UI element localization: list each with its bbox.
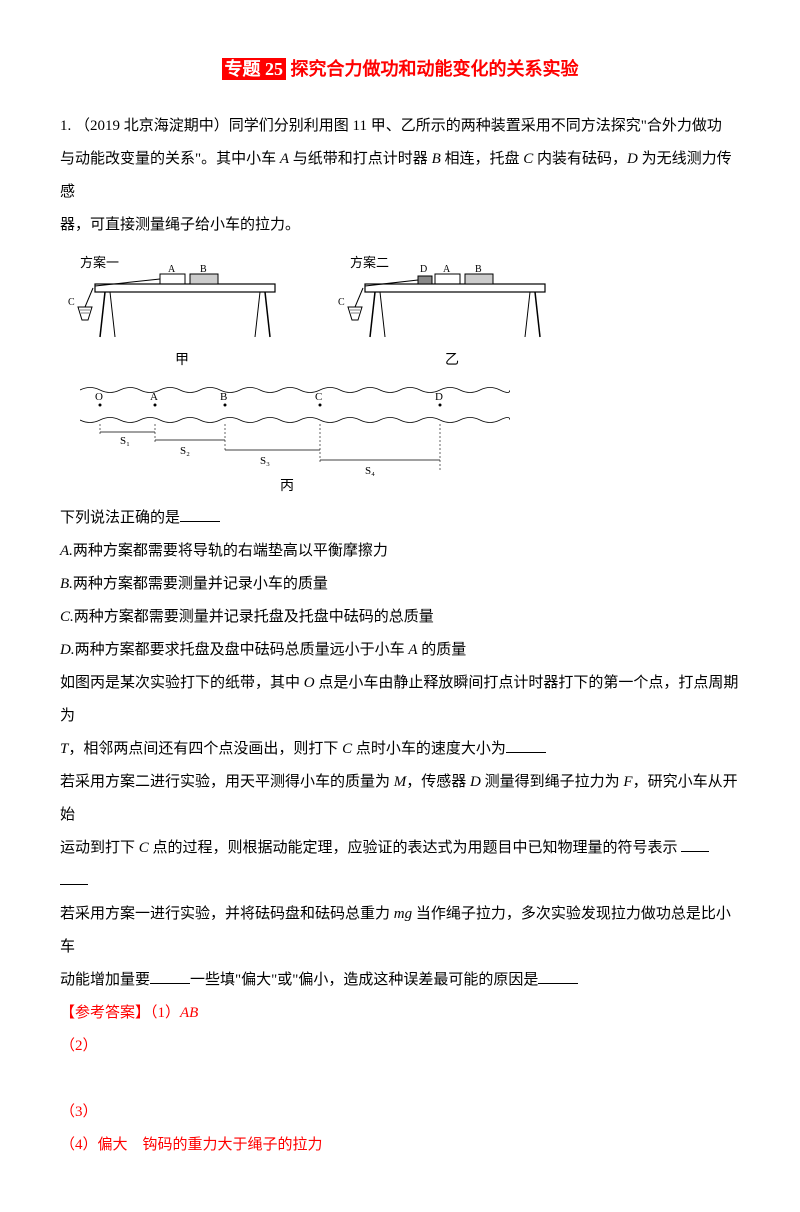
prompt1: 下列说法正确的是 — [60, 502, 740, 535]
svg-text:C: C — [315, 391, 322, 403]
answer-3: （3） — [60, 1096, 740, 1129]
diagram-scheme1: 方案一 A B C 甲 — [60, 252, 290, 372]
svg-text:D: D — [435, 391, 443, 403]
answer-1: 【参考答案】（1）AB — [60, 997, 740, 1030]
p2-line1: 如图丙是某次实验打下的纸带，其中 O 点是小车由静止释放瞬间打点计时器打下的第一… — [60, 667, 740, 733]
svg-text:丙: 丙 — [280, 479, 294, 492]
svg-text:方案二: 方案二 — [350, 255, 389, 270]
svg-text:A: A — [443, 264, 451, 275]
diagram-scheme2: 方案二 D A B C 乙 — [330, 252, 560, 372]
p3-line1: 若采用方案二进行实验，用天平测得小车的质量为 M，传感器 D 测量得到绳子拉力为… — [60, 766, 740, 832]
p3-line2: 运动到打下 C 点的过程，则根据动能定理，应验证的表达式为用题目中已知物理量的符… — [60, 832, 740, 865]
svg-text:O: O — [95, 391, 103, 403]
svg-text:C: C — [338, 297, 345, 308]
svg-text:S₂: S₂ — [180, 445, 190, 457]
svg-text:方案一: 方案一 — [80, 255, 119, 270]
p4-line2: 动能增加量要一些填"偏大"或"偏小，造成这种误差最可能的原因是 — [60, 964, 740, 997]
svg-text:B: B — [475, 264, 482, 275]
p4-line1: 若采用方案一进行实验，并将砝码盘和砝码总重力 mg 当作绳子拉力，多次实验发现拉… — [60, 898, 740, 964]
svg-text:C: C — [68, 297, 75, 308]
svg-text:S₄: S₄ — [365, 465, 375, 477]
svg-text:S₁: S₁ — [120, 435, 130, 447]
title-rest: 探究合力做功和动能变化的关系实验 — [286, 59, 579, 79]
q1-line2: 与动能改变量的关系"。其中小车 A 与纸带和打点计时器 B 相连，托盘 C 内装… — [60, 143, 740, 209]
svg-text:甲: 甲 — [175, 353, 189, 368]
answer-2-blank — [60, 1063, 740, 1096]
svg-text:A: A — [150, 391, 158, 403]
svg-text:S₃: S₃ — [260, 455, 270, 467]
title-highlight: 专题 25 — [222, 58, 287, 80]
svg-text:B: B — [200, 264, 207, 275]
option-a: A.两种方案都需要将导轨的右端垫高以平衡摩擦力 — [60, 535, 740, 568]
svg-text:乙: 乙 — [445, 352, 459, 368]
q1-line1: 1. （2019 北京海淀期中）同学们分别利用图 11 甲、乙所示的两种装置采用… — [60, 110, 740, 143]
option-c: C.两种方案都需要测量并记录托盘及托盘中砝码的总质量 — [60, 601, 740, 634]
svg-text:D: D — [420, 264, 427, 275]
diagram-row: 方案一 A B C 甲 方案二 — [60, 252, 740, 372]
p2-line2: T，相邻两点间还有四个点没画出，则打下 C 点时小车的速度大小为 — [60, 733, 740, 766]
q1-line3: 器，可直接测量绳子给小车的拉力。 — [60, 209, 740, 242]
option-b: B.两种方案都需要测量并记录小车的质量 — [60, 568, 740, 601]
svg-text:B: B — [220, 391, 227, 403]
page-title: 专题 25 探究合力做功和动能变化的关系实验 — [60, 50, 740, 90]
option-d: D.两种方案都要求托盘及盘中砝码总质量远小于小车 A 的质量 — [60, 634, 740, 667]
p3-line3 — [60, 865, 740, 898]
answer-4: （4）偏大 钩码的重力大于绳子的拉力 — [60, 1129, 740, 1162]
answer-2: （2） — [60, 1030, 740, 1063]
diagram-tape: O A B C D S₁ S₂ S₃ S₄ 丙 — [80, 382, 510, 492]
svg-text:A: A — [168, 264, 176, 275]
